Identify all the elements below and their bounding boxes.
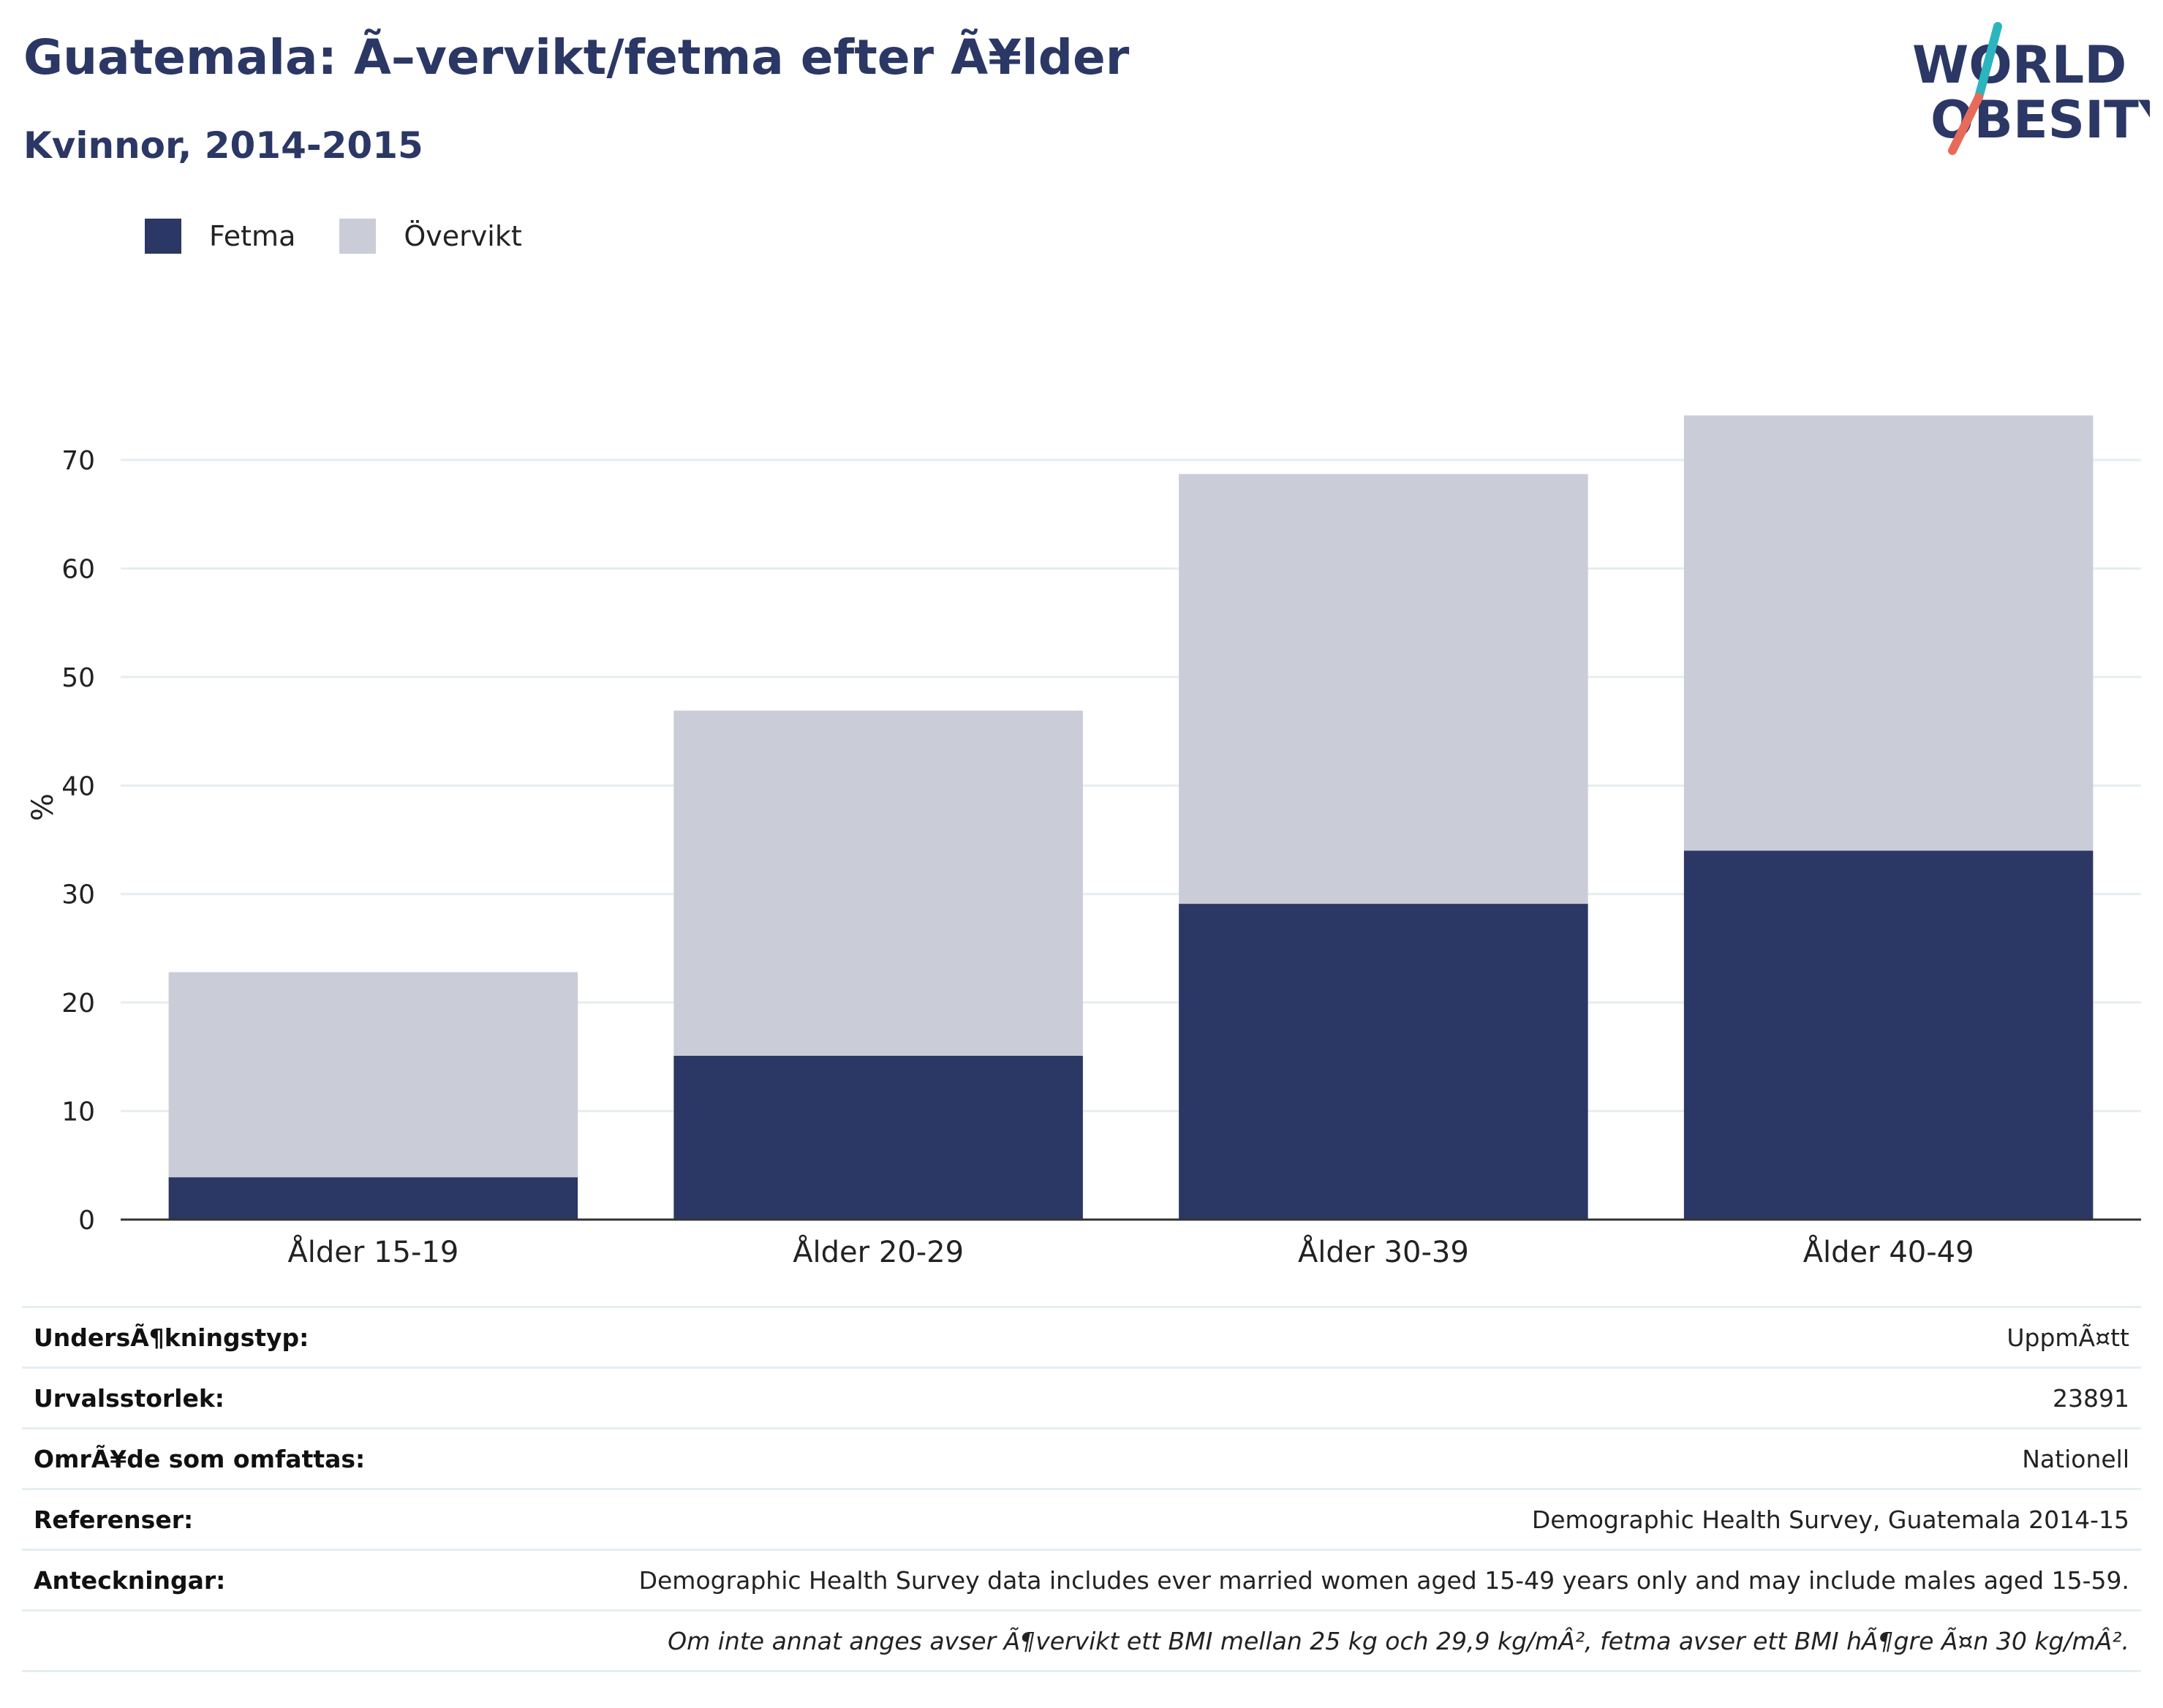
y-tick-label: 50: [61, 663, 95, 693]
chart-legend: Fetma Övervikt: [145, 216, 566, 256]
bar-fetma: [1179, 904, 1588, 1220]
bar-overvikt: [673, 710, 1083, 1056]
logo-slash-coral: [1948, 93, 1983, 155]
legend-item-overvikt[interactable]: Övervikt: [339, 219, 522, 254]
meta-label: Urvalsstorlek:: [22, 1367, 425, 1429]
meta-value: Demographic Health Survey, Guatemala 201…: [424, 1488, 2141, 1550]
y-tick-label: 10: [61, 1097, 95, 1127]
meta-label: [22, 1609, 425, 1672]
bar-fetma: [673, 1055, 1083, 1220]
y-axis-label: %: [26, 793, 60, 821]
logo-slash-teal: [1974, 22, 2002, 102]
meta-value: Demographic Health Survey data includes …: [424, 1549, 2141, 1611]
legend-swatch-overvikt: [339, 219, 377, 254]
bar-fetma: [168, 1177, 578, 1220]
x-tick-label: Ålder 30-39: [1298, 1234, 1469, 1269]
legend-swatch-fetma: [145, 219, 181, 254]
y-tick-label: 30: [61, 880, 95, 910]
y-tick-label: 40: [61, 771, 95, 801]
y-tick-label: 0: [78, 1206, 95, 1236]
bar-overvikt: [1683, 415, 2094, 851]
chart-title: Guatemala: Ã–vervikt/fetma efter Ã¥lder: [23, 29, 1130, 86]
meta-label: UndersÃ¶kningstyp:: [22, 1306, 425, 1368]
meta-row-survey-type: UndersÃ¶kningstyp: UppmÃ¤tt: [22, 1306, 2141, 1368]
meta-row-references: Referenser: Demographic Health Survey, G…: [22, 1488, 2141, 1550]
bar-overvikt: [1179, 474, 1588, 904]
x-tick-label: Ålder 40-49: [1803, 1234, 1974, 1269]
logo-word-world: WORLD: [1912, 35, 2126, 95]
metadata-table: UndersÃ¶kningstyp: UppmÃ¤tt Urvalsstorle…: [22, 1306, 2141, 1672]
meta-value: 23891: [424, 1367, 2141, 1429]
x-tick-label: Ålder 15-19: [287, 1234, 458, 1269]
y-tick-label: 70: [61, 446, 95, 476]
meta-value: UppmÃ¤tt: [424, 1306, 2141, 1368]
bar-overvikt: [168, 972, 578, 1178]
meta-value: Om inte annat anges avser Ã¶vervikt ett …: [424, 1609, 2141, 1672]
meta-row-area: OmrÃ¥de som omfattas: Nationell: [22, 1427, 2141, 1489]
legend-item-fetma[interactable]: Fetma: [145, 219, 295, 254]
legend-label-overvikt: Övervikt: [404, 220, 522, 252]
meta-label: OmrÃ¥de som omfattas:: [22, 1427, 425, 1489]
chart-subtitle: Kvinnor, 2014-2015: [23, 124, 423, 167]
meta-row-sample-size: Urvalsstorlek: 23891: [22, 1367, 2141, 1429]
y-tick-label: 20: [61, 989, 95, 1019]
meta-row-definition: Om inte annat anges avser Ã¶vervikt ett …: [22, 1609, 2141, 1672]
x-tick-label: Ålder 20-29: [793, 1234, 964, 1269]
meta-value: Nationell: [424, 1427, 2141, 1489]
meta-label: Referenser:: [22, 1488, 425, 1550]
y-tick-label: 60: [61, 554, 95, 584]
meta-label: Anteckningar:: [22, 1549, 425, 1611]
bar-chart: 0 10 20 30 40 50 60 70% Ålder 15-19 Ålder 20-29 Ål…: [26, 415, 2141, 1269]
bar-fetma: [1683, 850, 2094, 1220]
legend-label-fetma: Fetma: [209, 220, 296, 252]
world-obesity-logo: WORLD OBESITY: [1912, 22, 2150, 155]
meta-row-notes: Anteckningar: Demographic Health Survey …: [22, 1549, 2141, 1611]
